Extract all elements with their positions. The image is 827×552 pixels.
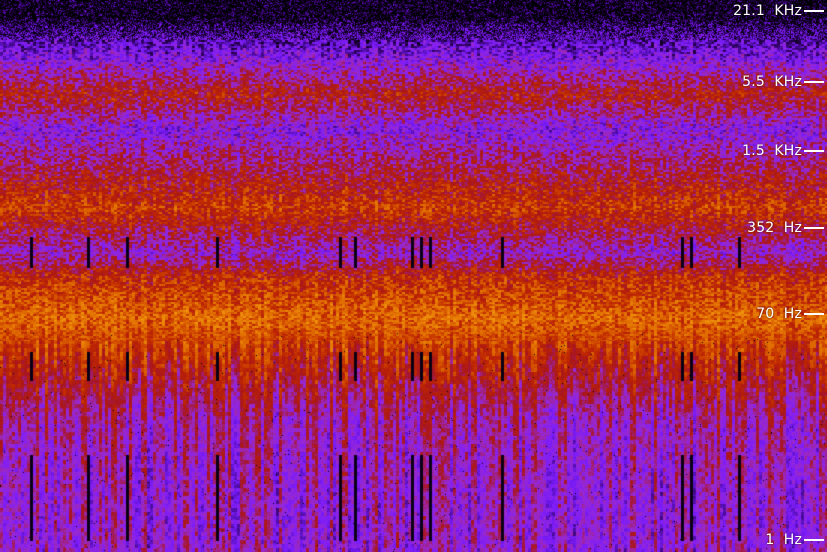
- spectrogram-heatmap: [0, 0, 827, 552]
- spectrogram-panel: 21.1 KHz 5.5 KHz 1.5 KHz 352 Hz 70 Hz 1 Hz: [0, 0, 827, 552]
